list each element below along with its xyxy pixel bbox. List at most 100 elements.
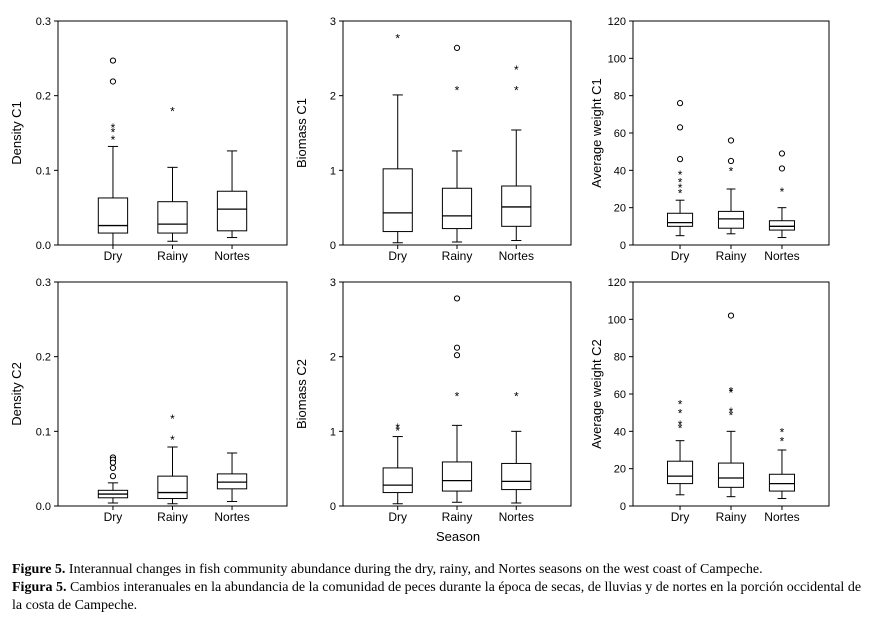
- y-tick-label: 80: [614, 91, 626, 103]
- outlier-circle: [453, 344, 461, 351]
- y-tick-label: 0.0: [36, 501, 51, 513]
- outlier-star: *: [678, 422, 683, 436]
- caption-english-label: Figure 5.: [12, 562, 66, 577]
- outlier-star: *: [395, 31, 400, 45]
- y-tick-label: 20: [614, 203, 626, 215]
- x-tick-label: Nortes: [764, 249, 799, 263]
- box-rainy: [441, 461, 473, 492]
- outlier-star: *: [729, 405, 734, 419]
- box-dry: [666, 460, 694, 485]
- outlier-star: *: [729, 409, 734, 423]
- outlier-star: *: [111, 133, 116, 147]
- y-axis-label: Biomass C1: [294, 98, 309, 168]
- outlier-star: *: [780, 435, 785, 449]
- outlier-star: *: [111, 121, 116, 135]
- outlier-circle: [453, 352, 461, 359]
- outlier-circle: [453, 44, 461, 51]
- x-tick-label: Rainy: [442, 510, 473, 524]
- y-tick-label: 0.0: [36, 240, 51, 252]
- box-nortes: [768, 473, 796, 492]
- x-tick-label: Dry: [104, 510, 123, 524]
- x-tick-label: Dry: [671, 510, 690, 524]
- y-tick-label: 0.2: [36, 352, 51, 364]
- y-tick-label: 0: [620, 240, 626, 252]
- box-rainy: [717, 210, 745, 229]
- x-axis-label: Season: [436, 529, 480, 544]
- box-nortes: [216, 190, 248, 232]
- outlier-star: *: [678, 176, 683, 190]
- y-tick-label: 60: [614, 128, 626, 140]
- x-tick-label: Nortes: [214, 249, 249, 263]
- caption-english: Figure 5. Interannual changes in fish co…: [12, 561, 864, 579]
- x-tick-label: Dry: [104, 249, 123, 263]
- y-axis-label: Density C1: [9, 101, 24, 165]
- box-rainy: [441, 187, 473, 230]
- x-tick-label: Dry: [388, 249, 407, 263]
- outlier-star: *: [455, 389, 460, 403]
- y-axis-label: Average weight C1: [589, 78, 604, 188]
- outlier-circle: [676, 124, 684, 131]
- outlier-circle: [778, 150, 786, 157]
- box-dry: [97, 197, 129, 234]
- box-nortes: [501, 185, 532, 227]
- y-tick-label: 3: [330, 277, 336, 289]
- y-tick-label: 1: [330, 426, 336, 438]
- caption-spanish: Figura 5. Cambios interanuales en la abu…: [12, 579, 864, 615]
- y-tick-label: 60: [614, 389, 626, 401]
- outlier-circle: [109, 459, 117, 466]
- y-tick-label: 0: [620, 501, 626, 513]
- outlier-circle: [453, 295, 461, 302]
- y-tick-label: 40: [614, 165, 626, 177]
- caption-spanish-text: Cambios interanuales en la abundancia de…: [12, 580, 862, 613]
- box-dry: [382, 168, 413, 233]
- chart-biomass-c1: 0 1 2 3 Biomass C1 Dry Rainy Nortes * * * *: [294, 16, 572, 263]
- outlier-circle: [109, 473, 117, 480]
- y-tick-label: 3: [330, 16, 336, 28]
- x-tick-label: Dry: [388, 510, 407, 524]
- outlier-circle: [109, 464, 117, 472]
- y-tick-label: 0: [330, 240, 336, 252]
- x-tick-label: Rainy: [157, 249, 188, 263]
- caption-english-text: Interannual changes in fish community ab…: [65, 562, 763, 577]
- outlier-star: *: [678, 168, 683, 182]
- outlier-star: *: [170, 105, 175, 119]
- outlier-star: *: [729, 164, 734, 178]
- y-axis-label: Biomass C2: [294, 359, 309, 429]
- x-tick-label: Dry: [671, 249, 690, 263]
- chart-avg-weight-c1: 0 20 40 60 80 100 120 Average weight C1 Dry Rainy…: [589, 16, 830, 263]
- x-tick-label: Rainy: [442, 249, 473, 263]
- x-tick-label: Rainy: [157, 510, 188, 524]
- y-tick-label: 120: [608, 277, 626, 289]
- outlier-star: *: [455, 84, 460, 98]
- outlier-circle: [778, 165, 786, 172]
- y-tick-label: 40: [614, 426, 626, 438]
- y-tick-label: 0.1: [36, 165, 51, 177]
- box-nortes: [501, 462, 532, 491]
- x-tick-label: Nortes: [499, 510, 534, 524]
- outlier-circle: [727, 312, 735, 319]
- outlier-circle: [109, 78, 117, 85]
- y-tick-label: 0.2: [36, 91, 51, 103]
- chart-density-c2: 0.0 0.1 0.2 0.3 Density C2 Dry Rainy Nortes * *: [9, 277, 288, 524]
- box-rainy: [157, 201, 188, 234]
- outlier-star: *: [729, 384, 734, 398]
- outlier-star: *: [170, 433, 175, 447]
- outlier-circle: [727, 137, 735, 144]
- y-tick-label: 0.3: [36, 277, 51, 289]
- outlier-star: *: [395, 424, 400, 438]
- outlier-star: *: [395, 421, 400, 435]
- outlier-circle: [676, 100, 684, 107]
- outlier-star: *: [678, 187, 683, 201]
- y-tick-label: 100: [608, 314, 626, 326]
- outlier-star: *: [514, 63, 519, 77]
- x-tick-label: Nortes: [499, 249, 534, 263]
- box-rainy: [717, 462, 745, 488]
- y-tick-label: 0.1: [36, 426, 51, 438]
- x-tick-label: Rainy: [716, 249, 747, 263]
- outlier-star: *: [780, 425, 785, 439]
- outlier-star: *: [678, 397, 683, 411]
- box-nortes: [768, 220, 796, 231]
- outlier-star: *: [111, 126, 116, 140]
